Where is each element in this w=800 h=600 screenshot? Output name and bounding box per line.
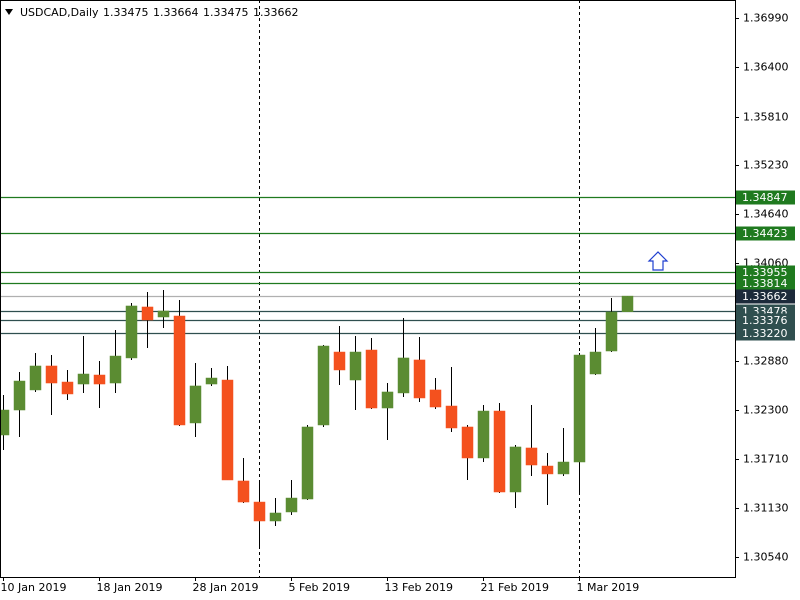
header-open: 1.33475 — [103, 6, 149, 19]
candle-body-up — [205, 377, 218, 385]
y-tick-label: 1.35230 — [743, 159, 789, 172]
arrow-annotation — [647, 251, 669, 271]
level-label: 1.34423 — [742, 227, 788, 240]
level-label: 1.34847 — [742, 191, 788, 204]
candle-body-down — [365, 349, 378, 409]
candle-body-up — [621, 295, 634, 312]
y-tick-label: 1.36400 — [743, 61, 789, 74]
candle-body-down — [333, 351, 346, 371]
candle-body-up — [381, 391, 394, 409]
x-tick-label: 10 Jan 2019 — [1, 581, 67, 594]
candle-body-down — [525, 447, 538, 466]
chart-header: USDCAD,Daily 1.33475 1.33664 1.33475 1.3… — [20, 6, 299, 19]
level-label: 1.33955 — [742, 266, 788, 279]
candle-body-up — [317, 345, 330, 426]
candle-body-up — [125, 305, 138, 359]
candle-body-down — [461, 426, 474, 459]
candle-body-up — [157, 310, 170, 318]
candle-body-down — [541, 465, 554, 475]
candle-body-up — [477, 410, 490, 459]
symbol-menu-triangle — [5, 9, 13, 15]
candle-body-up — [29, 365, 42, 391]
level-label: 1.33662 — [742, 290, 788, 303]
level-label: 1.33220 — [742, 327, 788, 340]
level-label-box — [736, 226, 795, 241]
y-tick-label: 1.35810 — [743, 111, 789, 124]
level-label: 1.33376 — [742, 314, 788, 327]
candle-body-down — [413, 359, 426, 399]
header-high: 1.33664 — [153, 6, 199, 19]
x-tick-label: 18 Jan 2019 — [97, 581, 163, 594]
candle-body-down — [237, 480, 250, 503]
candle-body-down — [493, 410, 506, 493]
candle-body-down — [445, 405, 458, 429]
y-tick-label: 1.32300 — [743, 404, 789, 417]
x-tick-label: 21 Feb 2019 — [481, 581, 549, 594]
candle-body-down — [429, 389, 442, 408]
y-tick-label: 1.31710 — [743, 453, 789, 466]
candle-body-up — [77, 373, 90, 385]
candle-body-up — [13, 380, 26, 411]
level-label-box — [736, 190, 795, 205]
candle-body-up — [397, 357, 410, 394]
level-label-box — [736, 289, 795, 304]
chart-title: USDCAD,Daily — [20, 6, 99, 19]
candle-body-up — [509, 446, 522, 493]
candle-body-up — [269, 512, 282, 522]
x-tick-label: 28 Jan 2019 — [193, 581, 259, 594]
candle-body-up — [573, 354, 586, 463]
candle-body-up — [0, 409, 10, 436]
level-label-box — [736, 313, 795, 328]
y-tick-label: 1.32880 — [743, 355, 789, 368]
level-label-box — [736, 326, 795, 341]
candle-body-up — [301, 426, 314, 500]
y-tick-label: 1.34640 — [743, 208, 789, 221]
candle-body-up — [285, 497, 298, 513]
header-close: 1.33662 — [253, 6, 299, 19]
candle-body-up — [349, 351, 362, 381]
plot-frame — [0, 0, 736, 578]
x-tick-label: 5 Feb 2019 — [289, 581, 350, 594]
candle-body-up — [589, 351, 602, 375]
y-tick-label: 1.30540 — [743, 551, 789, 564]
candle-body-up — [557, 461, 570, 475]
candle-body-down — [45, 365, 58, 384]
x-tick-label: 1 Mar 2019 — [577, 581, 640, 594]
level-label-box — [736, 276, 795, 291]
candle-body-up — [605, 311, 618, 352]
candle-body-down — [253, 501, 266, 522]
candle-body-up — [189, 385, 202, 424]
x-tick-label: 13 Feb 2019 — [385, 581, 453, 594]
header-low: 1.33475 — [203, 6, 249, 19]
candle-body-down — [173, 315, 186, 426]
level-label-box — [736, 265, 795, 280]
candle-body-down — [61, 381, 74, 395]
candle-body-down — [141, 306, 154, 321]
candle-body-down — [221, 379, 234, 481]
y-tick-label: 1.31130 — [743, 502, 789, 515]
candle-body-down — [93, 374, 106, 385]
level-label: 1.33814 — [742, 277, 788, 290]
y-tick-label: 1.36990 — [743, 12, 789, 25]
candle-body-up — [109, 355, 122, 384]
